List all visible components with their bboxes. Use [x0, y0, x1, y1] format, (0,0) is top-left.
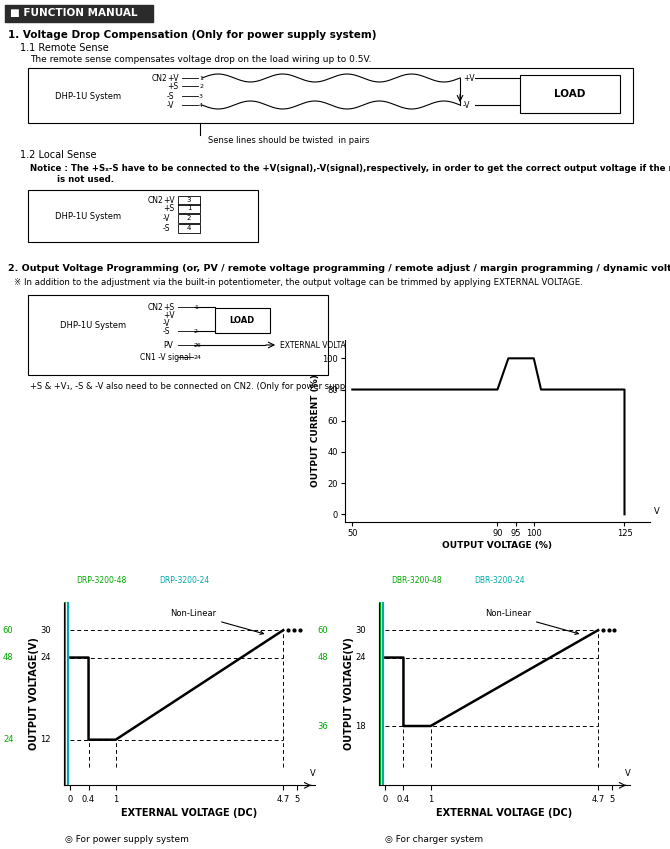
Text: +V: +V [163, 195, 175, 205]
Bar [178, 223, 200, 233]
Text: 26: 26 [194, 342, 202, 347]
Text: +V: +V [463, 74, 474, 82]
Text: 60: 60 [3, 626, 13, 635]
Bar [178, 204, 200, 212]
Text: ■ FUNCTION MANUAL: ■ FUNCTION MANUAL [10, 8, 137, 18]
Text: Non-Linear: Non-Linear [485, 610, 578, 634]
Text: DHP-1U System: DHP-1U System [60, 321, 126, 329]
Text: 30: 30 [355, 626, 366, 635]
Text: +S: +S [163, 204, 174, 212]
Text: The remote sense compensates voltage drop on the load wiring up to 0.5V.: The remote sense compensates voltage dro… [30, 54, 371, 64]
Text: 24: 24 [194, 355, 202, 359]
Text: ◎ For power supply system: ◎ For power supply system [65, 835, 189, 845]
Text: 3: 3 [187, 197, 191, 203]
Text: +S: +S [163, 302, 174, 312]
Text: 2. Output Voltage Programming (or, PV / remote voltage programming / remote adju: 2. Output Voltage Programming (or, PV / … [8, 263, 670, 273]
Text: EXTERNAL VOLTAGE (DC): EXTERNAL VOLTAGE (DC) [280, 340, 376, 350]
Text: V: V [625, 769, 631, 779]
X-axis label: EXTERNAL VOLTAGE (DC): EXTERNAL VOLTAGE (DC) [121, 808, 257, 818]
Text: Notice : The +Sₓ-S have to be connected to the +V(signal),-V(signal),respectivel: Notice : The +Sₓ-S have to be connected … [30, 164, 670, 172]
Text: DBR-3200-48: DBR-3200-48 [391, 576, 442, 585]
Text: CN2: CN2 [148, 302, 163, 312]
X-axis label: EXTERNAL VOLTAGE (DC): EXTERNAL VOLTAGE (DC) [436, 808, 572, 818]
Text: LOAD: LOAD [229, 316, 255, 324]
Text: ※ In addition to the adjustment via the built-in potentiometer, the output volta: ※ In addition to the adjustment via the … [14, 278, 583, 286]
Bar [5, 5, 153, 22]
Text: CN1 -V signal: CN1 -V signal [140, 352, 191, 362]
Y-axis label: OUTPUT VOLTAGE(V): OUTPUT VOLTAGE(V) [344, 638, 354, 751]
Text: Sense lines should be twisted  in pairs: Sense lines should be twisted in pairs [208, 136, 369, 144]
Text: +S & +V₁, -S & -V also need to be connected on CN2. (Only for power supply syste: +S & +V₁, -S & -V also need to be connec… [30, 381, 389, 391]
Text: 48: 48 [3, 653, 13, 662]
Text: 1: 1 [187, 205, 191, 211]
Text: 60: 60 [318, 626, 328, 635]
Text: 24: 24 [41, 653, 51, 662]
Text: -V: -V [163, 213, 170, 222]
Bar [28, 68, 633, 123]
Text: 1: 1 [194, 305, 198, 310]
Y-axis label: OUTPUT VOLTAGE(V): OUTPUT VOLTAGE(V) [29, 638, 39, 751]
Bar [28, 295, 328, 375]
Text: DHP-1U System: DHP-1U System [55, 211, 121, 221]
Text: PV: PV [163, 340, 173, 350]
Text: 36: 36 [318, 722, 328, 730]
Text: CN2: CN2 [148, 195, 163, 205]
Text: 30: 30 [40, 626, 51, 635]
Text: +V: +V [163, 311, 175, 319]
Text: LOAD: LOAD [554, 89, 586, 99]
Text: 18: 18 [355, 722, 366, 730]
Text: 48: 48 [318, 653, 328, 662]
Text: -S: -S [163, 327, 170, 335]
Text: 3: 3 [199, 93, 203, 98]
Text: 4: 4 [187, 225, 191, 231]
Text: DHP-1U System: DHP-1U System [55, 92, 121, 100]
Text: 1.2 Local Sense: 1.2 Local Sense [20, 150, 96, 160]
Text: V: V [653, 507, 659, 515]
Text: -S: -S [167, 92, 174, 100]
Text: 4: 4 [199, 103, 203, 108]
Bar [28, 190, 258, 242]
Y-axis label: OUTPUT CURRENT (%): OUTPUT CURRENT (%) [311, 374, 320, 487]
Text: 24: 24 [3, 735, 13, 745]
Text: DRP-3200-24: DRP-3200-24 [159, 576, 209, 585]
Text: Non-Linear: Non-Linear [170, 610, 263, 634]
Text: CN2: CN2 [152, 74, 168, 82]
Text: -S: -S [163, 223, 170, 233]
Text: 12: 12 [41, 735, 51, 745]
Text: -V: -V [167, 100, 174, 110]
Text: DRP-3200-48: DRP-3200-48 [76, 576, 127, 585]
Text: +V: +V [167, 74, 179, 82]
Text: V: V [310, 769, 316, 779]
X-axis label: OUTPUT VOLTAGE (%): OUTPUT VOLTAGE (%) [442, 541, 553, 550]
Bar [215, 308, 270, 333]
Text: 2: 2 [187, 215, 191, 221]
Text: -V: -V [163, 318, 170, 328]
Text: 24: 24 [356, 653, 366, 662]
Text: 1. Voltage Drop Compensation (Only for power supply system): 1. Voltage Drop Compensation (Only for p… [8, 30, 377, 40]
Text: -V: -V [463, 100, 470, 110]
Text: 1: 1 [199, 76, 203, 81]
Text: 2: 2 [194, 329, 198, 334]
Bar [520, 75, 620, 113]
Bar [178, 213, 200, 222]
Text: ◎ For charger system: ◎ For charger system [385, 835, 483, 845]
Text: 2: 2 [199, 83, 203, 88]
Text: +S: +S [167, 82, 178, 91]
Text: DBR-3200-24: DBR-3200-24 [474, 576, 525, 585]
Text: is not used.: is not used. [30, 175, 114, 183]
Bar [178, 195, 200, 205]
Text: 1.1 Remote Sense: 1.1 Remote Sense [20, 43, 109, 53]
